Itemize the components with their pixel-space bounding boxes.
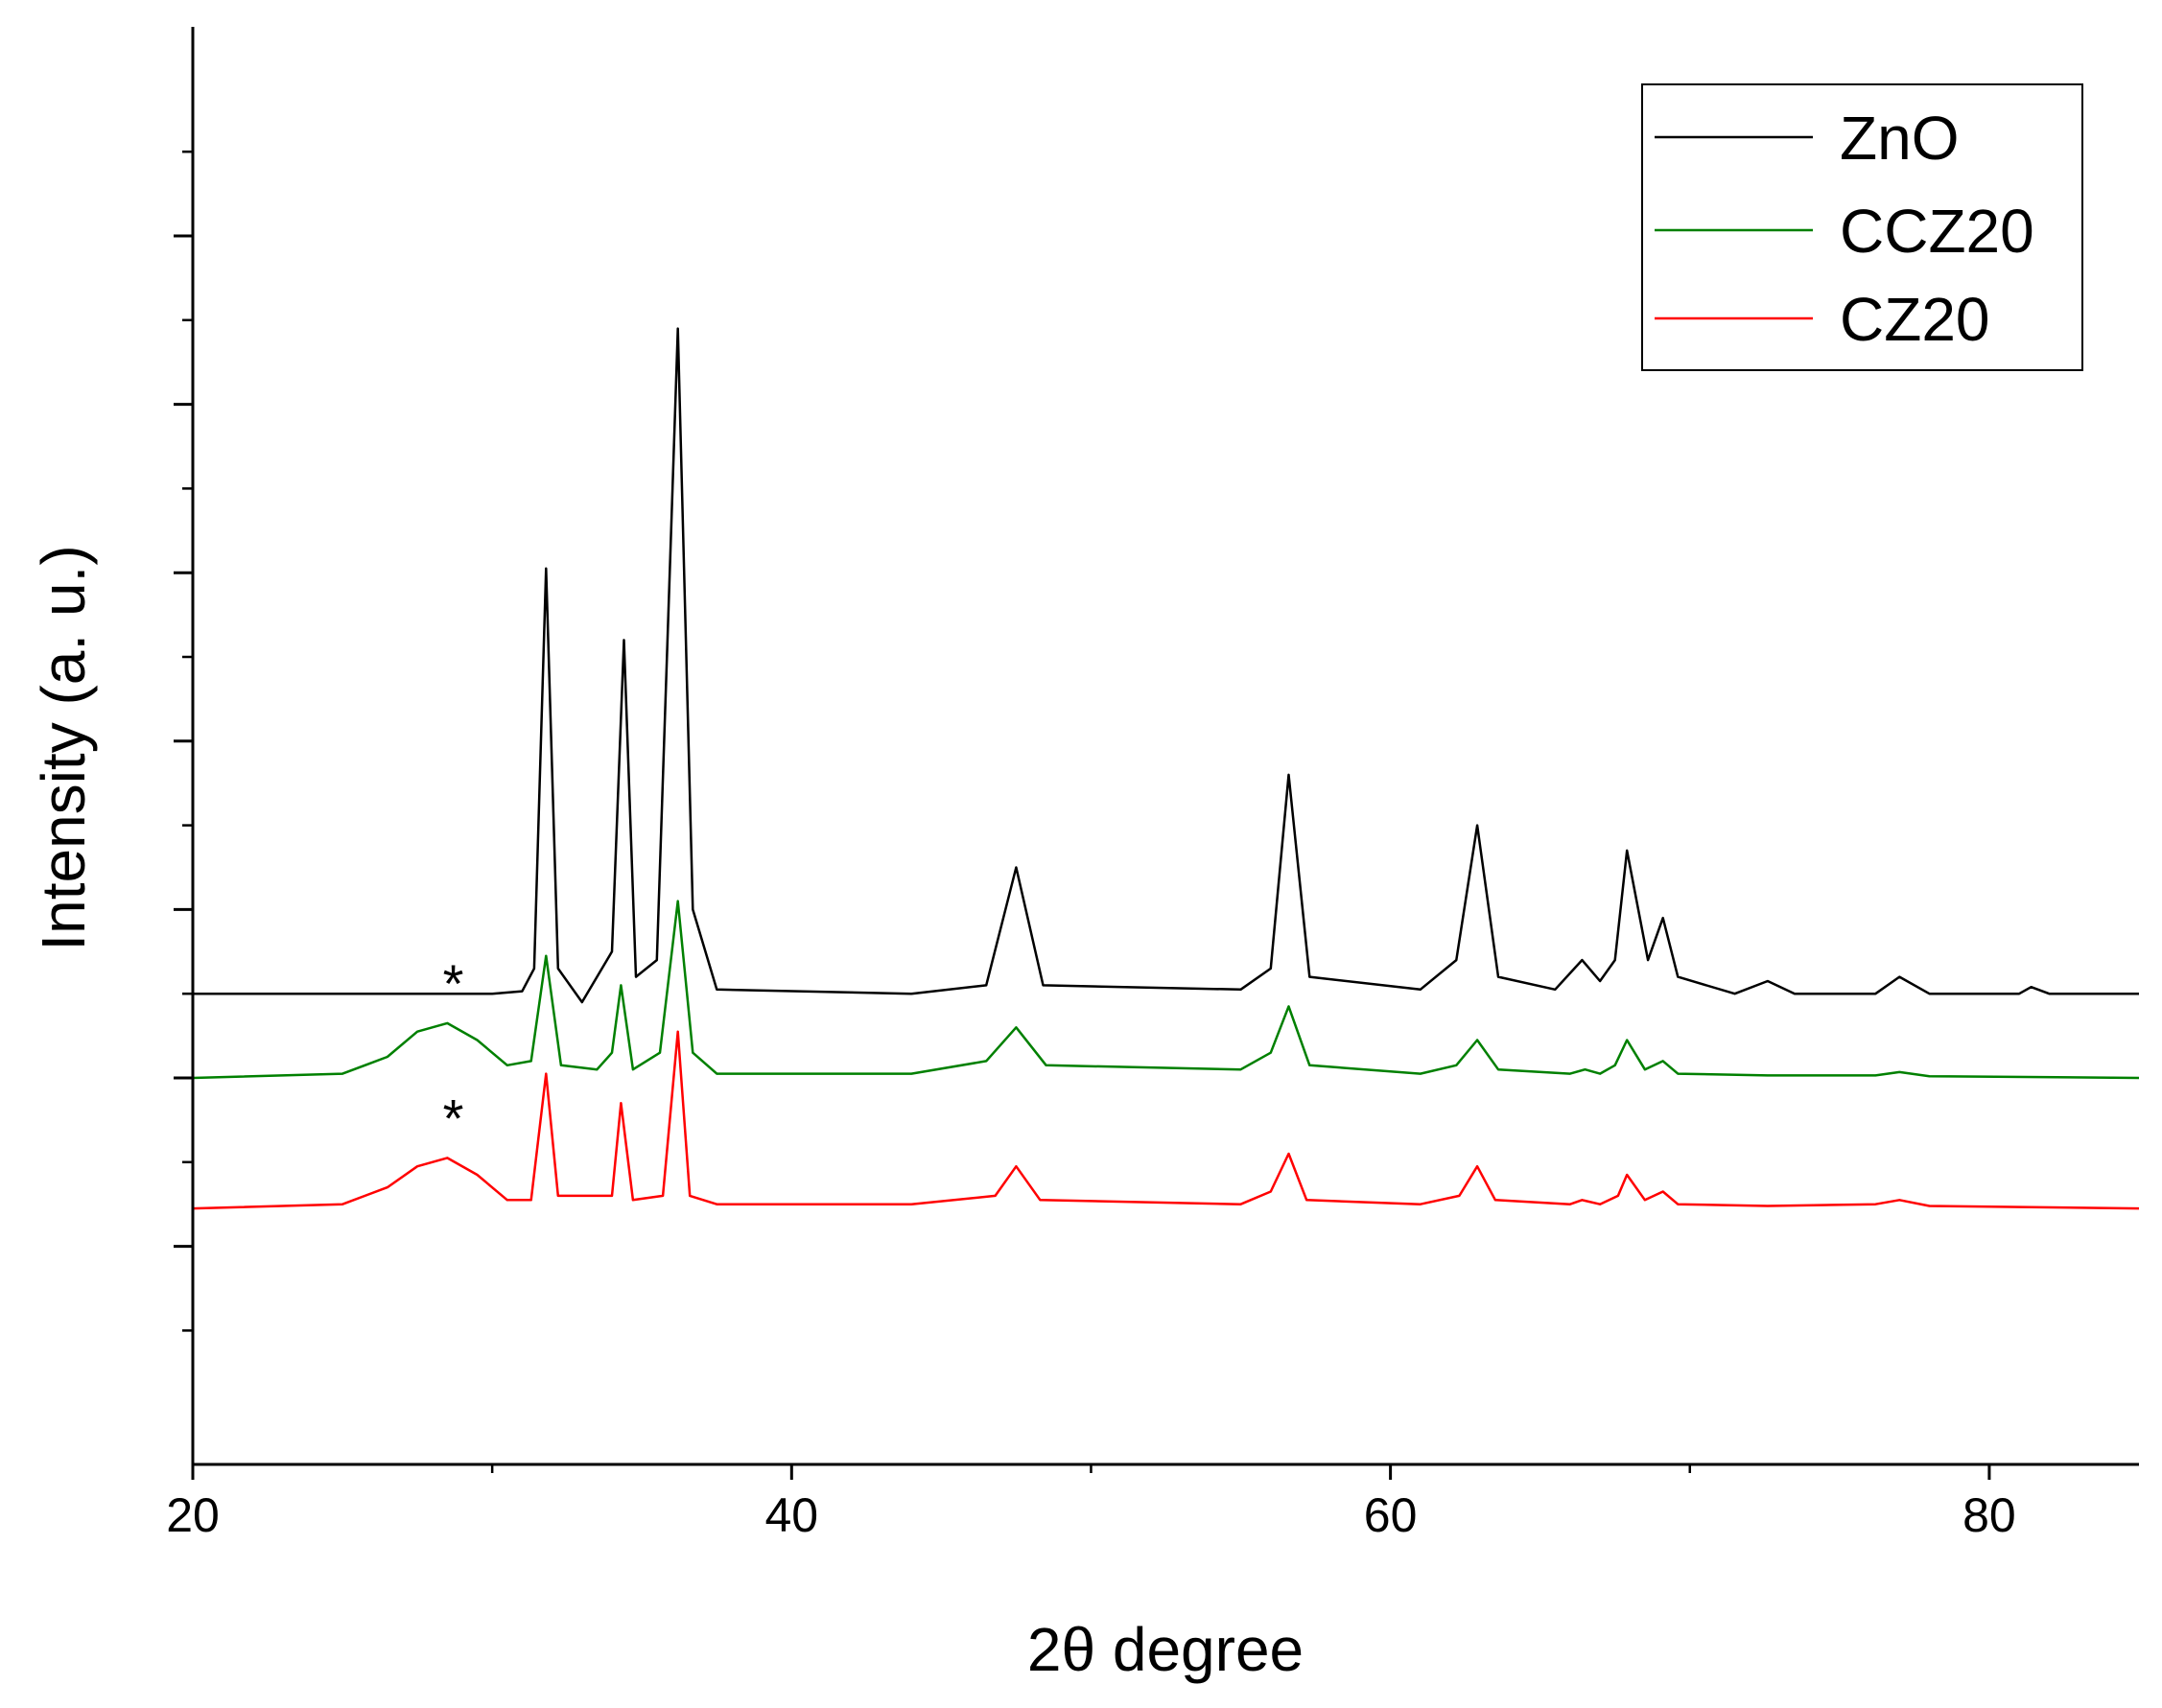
legend-label-cz20: CZ20 [1840,285,1990,354]
legend-label-ccz20: CCZ20 [1840,197,2034,266]
series-line-cz20 [192,1030,2140,1210]
y-axis-title: Intensity (a. u.) [29,545,98,950]
annotation-asterisk-ccz20: * [443,953,464,1014]
x-axis-title: 2θ degree [1027,1615,1304,1684]
series-line-ccz20 [192,900,2140,1080]
series-line-zno [193,327,2139,1004]
legend: ZnO CCZ20 CZ20 [1641,83,2083,371]
x-ticks: 20 40 60 80 [166,1464,2016,1542]
legend-box [1641,83,2083,371]
plot-lines [192,327,2140,1210]
annotation-asterisk-cz20: * [443,1088,464,1148]
x-tick-label: 20 [166,1488,220,1542]
x-tick-label: 80 [1962,1488,2016,1542]
y-ticks [174,150,193,1332]
annotations: ** [443,953,464,1148]
x-tick-label: 60 [1364,1488,1418,1542]
axes [191,27,2139,1466]
legend-label-zno: ZnO [1840,104,1959,173]
x-tick-label: 40 [764,1488,818,1542]
